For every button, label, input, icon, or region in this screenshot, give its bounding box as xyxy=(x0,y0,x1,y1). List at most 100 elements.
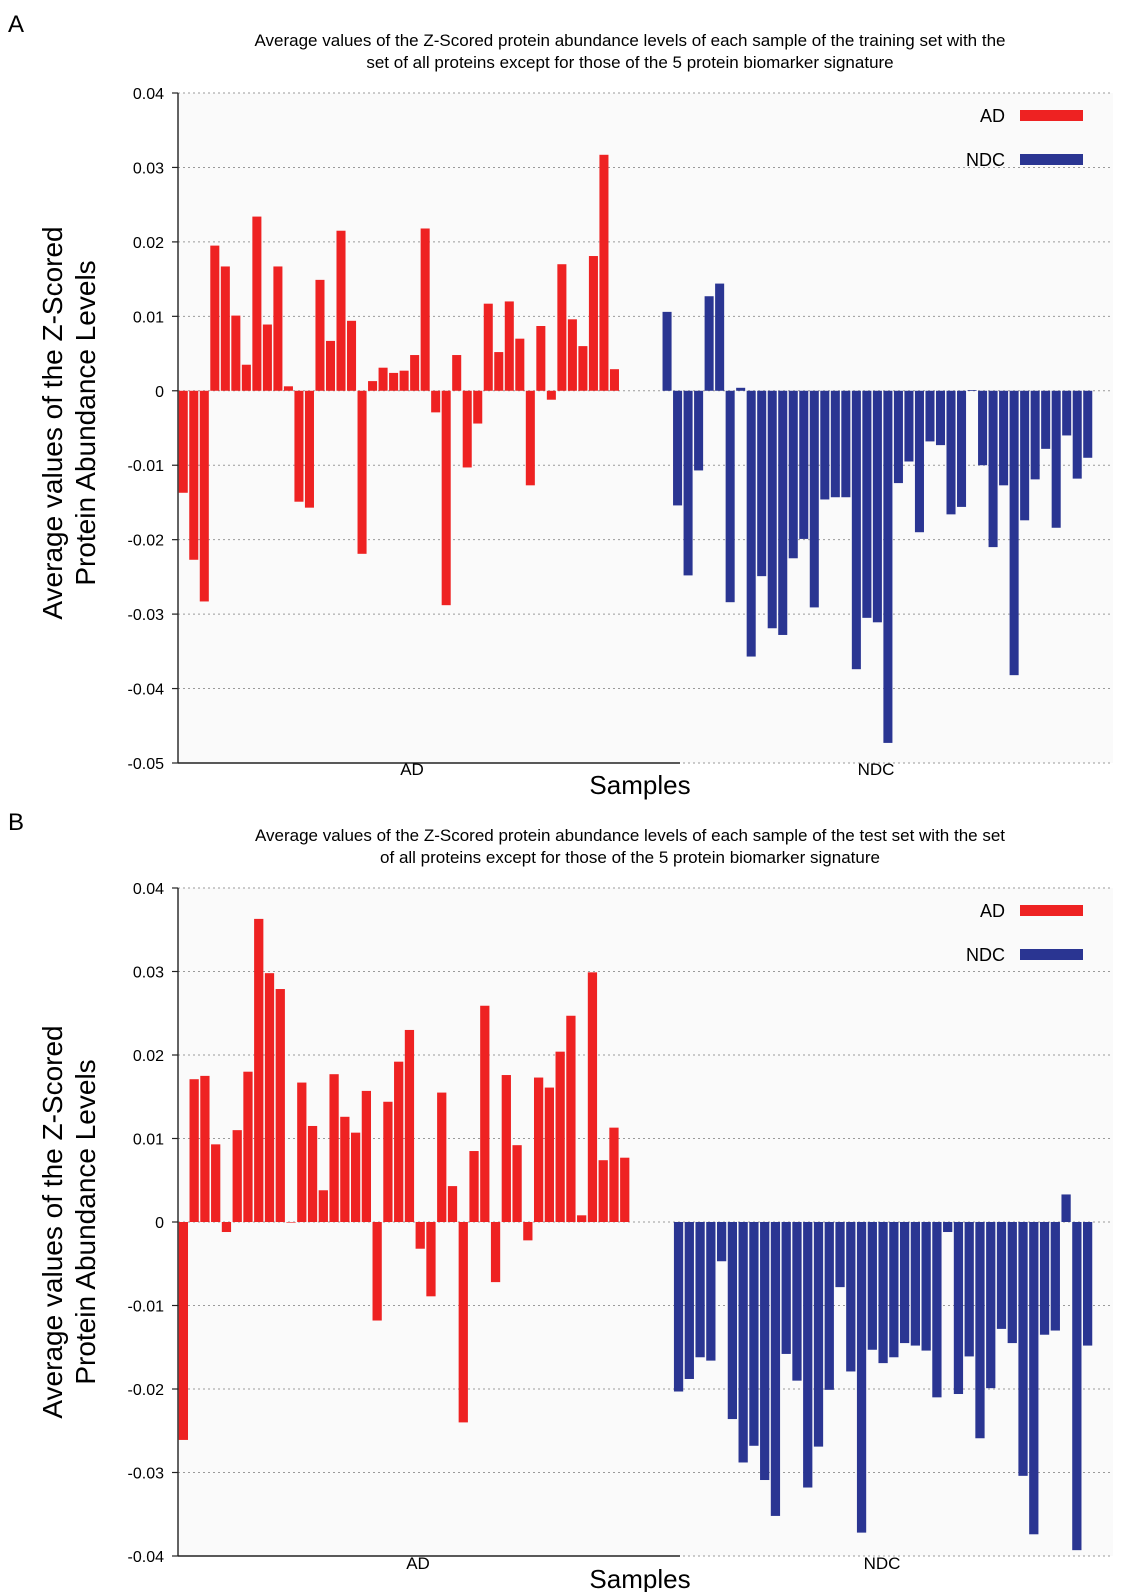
bar-ndc xyxy=(1082,1222,1093,1346)
x-axis-label: Samples xyxy=(589,770,690,800)
bar-ad xyxy=(336,230,346,391)
bar-ndc xyxy=(975,1222,985,1439)
bar-ad xyxy=(315,279,325,391)
bar-ndc xyxy=(716,1222,727,1262)
bar-ad xyxy=(357,390,367,554)
legend-label-ad: AD xyxy=(980,901,1005,921)
bar-ndc xyxy=(1051,390,1061,528)
bar-ndc xyxy=(725,390,735,603)
bar-ad xyxy=(566,1015,576,1222)
bar-ndc xyxy=(921,1222,931,1351)
bar-ndc xyxy=(996,1222,1007,1329)
bar-ad xyxy=(286,1222,296,1223)
y-tick-label: 0.03 xyxy=(133,965,164,982)
panel-letter-a: A xyxy=(8,11,24,38)
bar-ad xyxy=(199,390,209,602)
bar-ndc xyxy=(770,1222,781,1516)
y-tick-label: 0.03 xyxy=(133,160,164,177)
bar-ndc xyxy=(1039,1222,1050,1335)
bar-ad xyxy=(189,1079,199,1222)
bar-ad xyxy=(262,324,272,391)
y-axis-label-line-2: Protein Abundance Levels xyxy=(70,260,101,585)
bar-ndc xyxy=(760,1222,770,1481)
bar-ndc xyxy=(889,1222,899,1358)
bar-ndc xyxy=(872,390,882,623)
bar-ndc xyxy=(1030,390,1040,480)
bar-ndc xyxy=(684,1222,694,1379)
bar-ndc xyxy=(813,1222,824,1447)
bar-ad xyxy=(210,245,220,391)
bar-ad xyxy=(264,973,275,1222)
x-axis-label: Samples xyxy=(589,1564,690,1592)
bar-ndc xyxy=(999,390,1009,486)
bar-ad xyxy=(304,390,314,508)
bar-ndc xyxy=(988,390,998,548)
chart-title-line-1: Average values of the Z-Scored protein a… xyxy=(255,826,1005,845)
bar-ad xyxy=(567,319,577,391)
bar-ad xyxy=(340,1116,350,1222)
bar-ad xyxy=(410,355,420,391)
bar-ndc xyxy=(946,390,956,515)
bar-ad xyxy=(361,1090,372,1222)
bar-ndc xyxy=(1009,390,1019,676)
bar-ad xyxy=(297,1082,307,1222)
y-tick-label: 0.02 xyxy=(133,1048,164,1065)
bar-ndc xyxy=(792,1222,802,1381)
bar-ndc xyxy=(967,390,977,391)
bar-ndc xyxy=(778,390,788,635)
y-tick-label: 0.04 xyxy=(133,881,164,898)
y-tick-label: -0.01 xyxy=(128,458,165,475)
y-tick-label: -0.04 xyxy=(128,682,165,699)
y-tick-label: -0.05 xyxy=(128,756,165,773)
y-tick-label: 0.01 xyxy=(133,1132,164,1149)
bar-ad xyxy=(447,1186,458,1222)
bar-ndc xyxy=(932,1222,942,1398)
bar-ndc xyxy=(957,390,967,507)
bar-ad xyxy=(254,918,264,1222)
y-tick-label: 0.01 xyxy=(133,309,164,326)
bar-ndc xyxy=(1072,390,1082,479)
bar-ad xyxy=(523,1222,533,1241)
bar-ad xyxy=(243,1071,253,1222)
y-tick-label: -0.02 xyxy=(128,1382,165,1399)
bar-ndc xyxy=(910,1222,921,1346)
bar-ad xyxy=(220,266,230,391)
bar-ad xyxy=(599,154,609,391)
bars xyxy=(178,918,1093,1551)
bar-ad xyxy=(546,390,556,400)
bar-ad xyxy=(252,216,262,391)
bar-ad xyxy=(578,346,588,391)
bar-ad xyxy=(437,1092,447,1222)
bar-ad xyxy=(232,1130,242,1222)
bar-ndc xyxy=(841,390,851,498)
bar-ad xyxy=(609,1127,619,1222)
bar-ndc xyxy=(835,1222,845,1288)
bar-ndc xyxy=(899,1222,910,1344)
bar-ndc xyxy=(704,296,714,391)
y-tick-label: -0.03 xyxy=(128,607,165,624)
bar-ndc xyxy=(856,1222,867,1533)
bar-ad xyxy=(389,372,399,391)
bar-ndc xyxy=(746,390,756,657)
bar-ad xyxy=(283,386,293,391)
bar-ndc xyxy=(715,283,725,391)
bar-ad xyxy=(452,355,462,391)
bar-ndc xyxy=(1072,1222,1082,1551)
bar-ndc xyxy=(824,1222,834,1390)
bar-ndc xyxy=(846,1222,856,1372)
group-label-ndc: NDC xyxy=(858,760,895,779)
bar-ad xyxy=(294,390,304,502)
bar-ad xyxy=(501,1075,511,1222)
bar-ndc xyxy=(1020,390,1030,521)
bar-ad xyxy=(231,315,241,391)
plot-area-background xyxy=(178,93,1113,763)
bar-ndc xyxy=(1061,1194,1071,1222)
bar-ad xyxy=(368,381,378,391)
legend-label-ndc: NDC xyxy=(966,150,1005,170)
bar-ad xyxy=(178,390,188,493)
bar-ad xyxy=(350,1132,361,1222)
bar-ndc xyxy=(964,1222,974,1357)
bar-ad xyxy=(347,320,357,391)
bar-ad xyxy=(598,1160,608,1222)
bar-ad xyxy=(469,1151,479,1222)
